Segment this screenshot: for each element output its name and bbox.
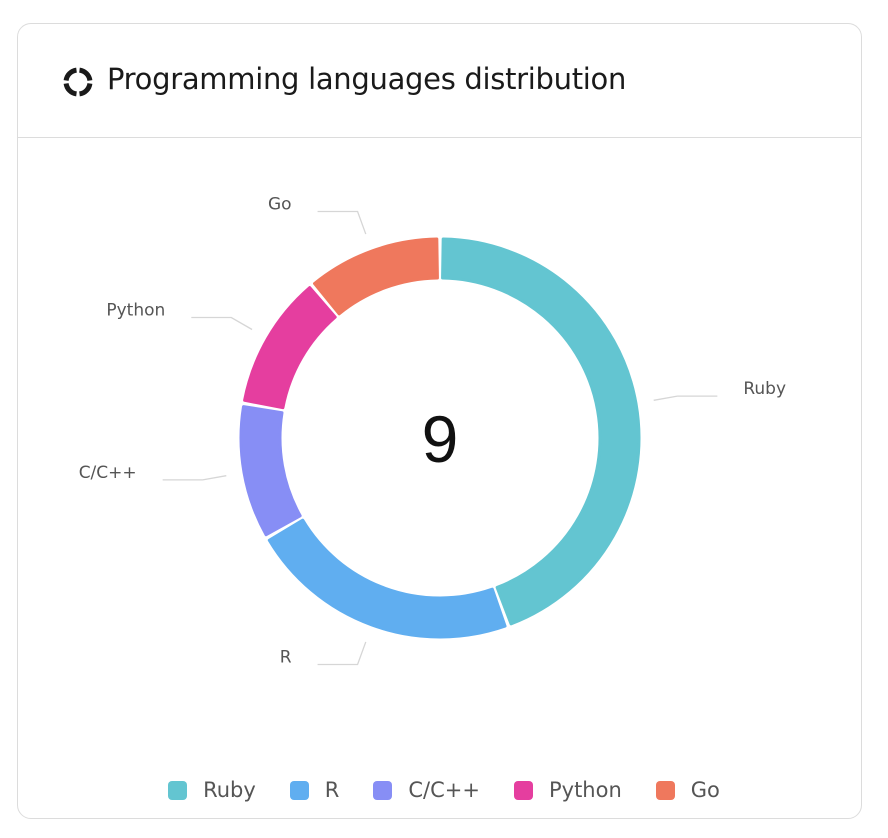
legend-item[interactable]: Ruby [168, 778, 256, 802]
slice-cc[interactable] [239, 405, 302, 537]
legend-label: C/C++ [408, 778, 480, 802]
leader-line [653, 395, 718, 401]
legend-swatch [168, 780, 188, 800]
leader-line [162, 475, 227, 481]
leader-line [317, 210, 367, 235]
slice-r[interactable] [267, 518, 507, 639]
legend-item[interactable]: R [289, 778, 340, 802]
slice-label: Python [106, 301, 165, 321]
slice-go[interactable] [313, 237, 439, 316]
legend-item[interactable]: C/C++ [373, 778, 480, 802]
legend-label: Python [548, 778, 622, 802]
chart-legend: Ruby R C/C++ Python Go [0, 778, 888, 802]
legend-label: Ruby [203, 778, 256, 802]
legend-swatch [289, 780, 309, 800]
leader-line [191, 316, 253, 331]
leader-line [317, 641, 367, 666]
center-total-label: 9 [422, 402, 459, 476]
slice-label: R [280, 647, 292, 667]
legend-item[interactable]: Python [513, 778, 622, 802]
slice-label: Ruby [743, 379, 786, 399]
slice-python[interactable] [243, 286, 337, 410]
legend-label: Go [690, 778, 720, 802]
legend-swatch [655, 780, 675, 800]
legend-swatch [373, 780, 393, 800]
donut-chart-icon [63, 67, 93, 97]
slice-ruby[interactable] [441, 237, 641, 626]
slice-label: Go [268, 195, 292, 215]
legend-label: R [324, 778, 340, 802]
legend-item[interactable]: Go [655, 778, 720, 802]
legend-swatch [513, 780, 533, 800]
slice-label: C/C++ [79, 463, 137, 483]
card-header: Programming languages distribution [18, 24, 861, 138]
card-title: Programming languages distribution [107, 62, 627, 96]
chart-card: Programming languages distribution [17, 23, 862, 819]
